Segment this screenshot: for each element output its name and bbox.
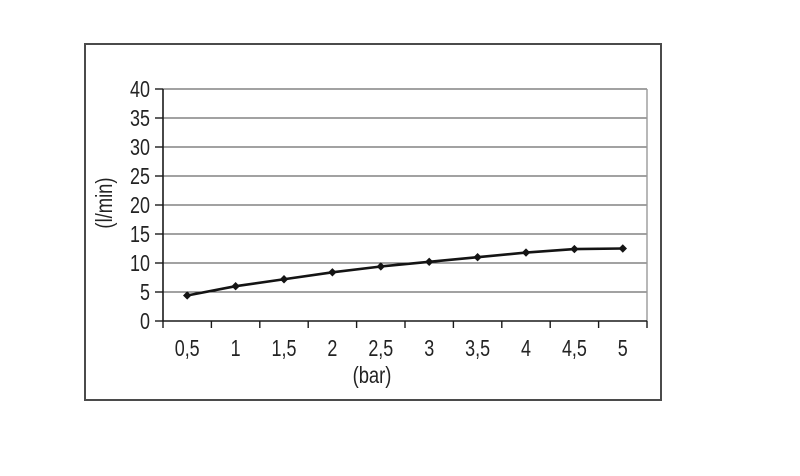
data-point-marker [618, 244, 627, 253]
data-point-marker [521, 248, 531, 257]
data-point-marker [183, 291, 192, 300]
data-point-marker [376, 262, 385, 271]
y-tick-label: 25 [130, 164, 150, 190]
x-tick-label: 0,5 [175, 336, 200, 362]
data-point-marker [473, 253, 482, 262]
x-tick-label: 2,5 [368, 336, 393, 362]
x-tick-label: 4,5 [562, 336, 587, 362]
chart-frame: 0 5 10 15 20 25 30 35 40 0,5 1 1,5 2 2,5 3 3,5 4 4,5 5 (l/… [84, 43, 662, 401]
x-tick-label: 2 [327, 336, 337, 362]
data-point-marker [231, 282, 240, 291]
x-tick-label: 4 [521, 336, 531, 362]
x-tick-label: 5 [618, 336, 628, 362]
y-tick-label: 0 [140, 309, 150, 335]
x-tick-label: 1 [231, 336, 241, 362]
data-point-marker [279, 275, 289, 284]
y-tick-label: 30 [130, 135, 150, 161]
y-tick-label: 20 [130, 193, 150, 219]
data-line [185, 247, 625, 297]
data-point-marker [328, 268, 337, 277]
y-tick-label: 40 [130, 77, 150, 103]
x-tick-label: 1,5 [272, 336, 297, 362]
y-tick-label: 35 [130, 106, 150, 132]
data-point-marker [570, 244, 579, 254]
data-point-marker [425, 257, 434, 267]
flow-chart-plot: 0 5 10 15 20 25 30 35 40 0,5 1 1,5 2 2,5 3 3,5 4 4,5 5 [130, 77, 648, 362]
x-tick-label: 3 [424, 336, 434, 362]
y-tick-label: 5 [140, 280, 150, 306]
y-axis-title: (l/min) [91, 177, 117, 229]
y-tick-label: 15 [130, 222, 150, 248]
x-tick-label: 3,5 [465, 336, 490, 362]
y-tick-label: 10 [130, 251, 150, 277]
x-axis-title: (bar) [352, 362, 392, 388]
